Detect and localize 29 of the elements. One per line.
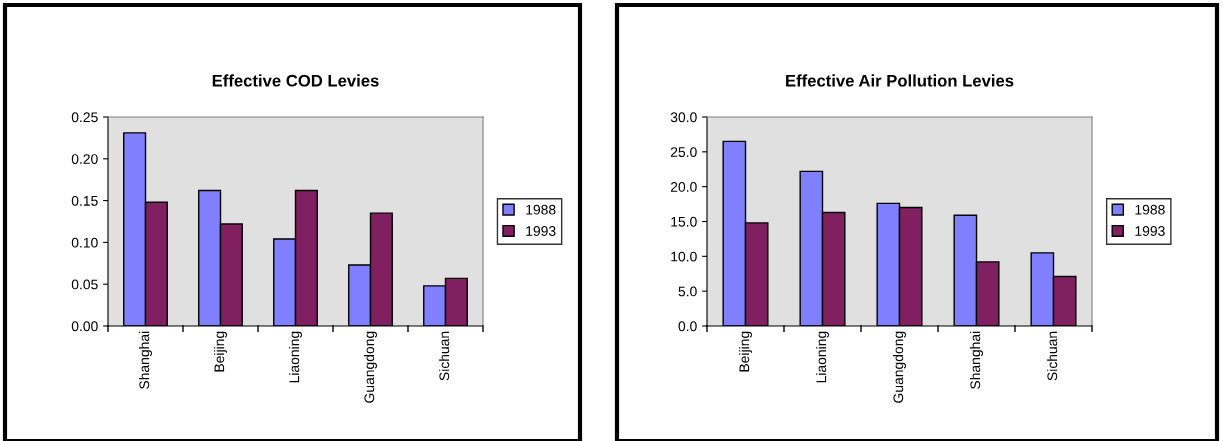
x-tick-label: Liaoning <box>816 331 829 383</box>
x-tick-label: Guangdong <box>364 331 377 403</box>
x-tick-label: Sichuan <box>439 331 450 381</box>
x-tick-label: Sichuan <box>1047 331 1058 381</box>
y-tick-label: 5.0 <box>678 286 697 297</box>
y-tick-label: 15.0 <box>671 216 697 227</box>
y-tick-label: 0.20 <box>71 154 98 164</box>
y-tick-label: 0.15 <box>71 195 98 206</box>
y-tick-label: 0.10 <box>71 237 98 248</box>
y-tick-label: 20.0 <box>670 182 697 192</box>
y-tick-label: 0.00 <box>71 321 98 332</box>
legend-label: 1993 <box>526 226 556 236</box>
legend-label: 1993 <box>1135 226 1165 236</box>
y-tick-label: 10.0 <box>671 251 697 262</box>
chart-title: Effective Air Pollution Levies <box>786 74 1014 87</box>
y-tick-label: 0.25 <box>71 112 98 123</box>
legend-label: 1988 <box>1135 204 1165 215</box>
chart-title: Effective COD Levies <box>212 74 379 87</box>
x-tick-label: Beijing <box>214 331 227 372</box>
x-tick-label: Liaoning <box>289 331 302 383</box>
x-tick-label: Shanghai <box>970 331 983 389</box>
y-tick-label: 0.0 <box>678 321 697 332</box>
x-tick-label: Guangdong <box>893 331 906 403</box>
x-tick-label: Shanghai <box>139 331 152 389</box>
x-tick-label: Beijing <box>739 331 752 372</box>
y-tick-label: 30.0 <box>670 112 697 123</box>
y-tick-label: 0.05 <box>71 279 98 290</box>
y-tick-label: 25.0 <box>670 147 697 157</box>
legend-label: 1988 <box>526 204 556 215</box>
